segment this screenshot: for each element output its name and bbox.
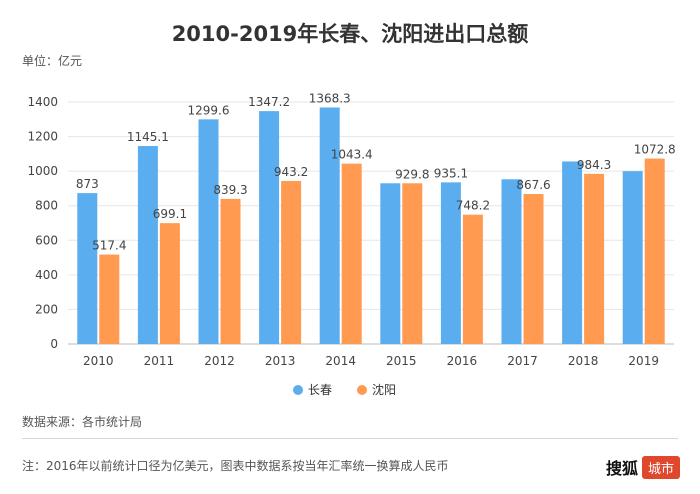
bar-changchun — [137, 146, 158, 344]
bar-changchun — [501, 179, 522, 344]
y-tick-label: 400 — [35, 268, 58, 282]
bar-changchun — [259, 111, 280, 344]
data-label: 1043.4 — [331, 148, 373, 162]
y-tick-label: 800 — [35, 199, 58, 213]
data-label: 1299.6 — [188, 103, 230, 117]
x-tick-label: 2016 — [447, 354, 478, 368]
bar-shenyang — [402, 183, 423, 344]
bar-changchun — [319, 107, 340, 344]
x-tick-label: 2010 — [83, 354, 114, 368]
data-label: 517.4 — [92, 239, 126, 253]
legend-label: 长春 — [308, 383, 332, 397]
y-tick-label: 1400 — [27, 95, 58, 109]
footer-divider — [22, 438, 678, 439]
legend-marker — [293, 385, 303, 395]
bar-shenyang — [523, 194, 544, 344]
data-label: 699.1 — [153, 207, 187, 221]
data-label: 867.6 — [516, 178, 550, 192]
data-label: 929.8 — [395, 167, 429, 181]
data-label: 839.3 — [213, 183, 247, 197]
bar-changchun — [198, 119, 219, 344]
data-label: 935.1 — [434, 166, 468, 180]
footnote: 注：2016年以前统计口径为亿美元，图表中数据系按当年汇率统一换算成人民币 — [22, 459, 449, 473]
brand-badge: 城市 — [641, 455, 680, 479]
x-tick-label: 2015 — [386, 354, 417, 368]
x-tick-label: 2017 — [507, 354, 538, 368]
legend-label: 沈阳 — [372, 382, 396, 397]
data-label: 1145.1 — [127, 130, 169, 144]
bar-shenyang — [584, 173, 605, 344]
bar-shenyang — [159, 223, 180, 344]
x-tick-label: 2012 — [204, 354, 235, 368]
chart-title: 2010-2019年长春、沈阳进出口总额 — [171, 22, 529, 46]
legend-marker — [357, 385, 367, 395]
data-label: 984.3 — [577, 158, 611, 172]
x-tick-label: 2011 — [144, 354, 175, 368]
y-tick-label: 1200 — [27, 130, 58, 144]
y-tick-label: 1000 — [27, 164, 58, 178]
brand-logo[interactable]: 搜狐 城市 — [606, 455, 680, 479]
data-label: 748.2 — [456, 199, 490, 213]
unit-label: 单位：亿元 — [22, 54, 83, 68]
x-tick-label: 2013 — [265, 354, 296, 368]
bar-shenyang — [644, 158, 665, 344]
y-tick-label: 0 — [50, 337, 58, 351]
y-tick-label: 200 — [35, 302, 58, 316]
y-tick-label: 600 — [35, 233, 58, 247]
x-tick-label: 2019 — [628, 354, 659, 368]
bar-changchun — [380, 183, 401, 344]
x-tick-label: 2014 — [325, 354, 356, 368]
data-label: 943.2 — [274, 165, 308, 179]
x-tick-label: 2018 — [568, 354, 599, 368]
brand-name: 搜狐 — [605, 459, 638, 478]
data-label: 1368.3 — [309, 91, 351, 105]
bar-changchun — [622, 171, 643, 344]
data-label: 873 — [76, 177, 99, 191]
data-source: 数据来源：各市统计局 — [22, 415, 143, 429]
bar-shenyang — [281, 180, 302, 344]
bar-changchun — [562, 161, 583, 344]
data-label: 1072.8 — [634, 143, 676, 157]
bar-shenyang — [220, 198, 241, 344]
bar-shenyang — [341, 163, 362, 344]
data-label: 1347.2 — [248, 95, 290, 109]
bar-shenyang — [99, 254, 120, 344]
bar-changchun — [440, 182, 461, 344]
bar-changchun — [77, 193, 98, 344]
bar-shenyang — [462, 214, 483, 344]
